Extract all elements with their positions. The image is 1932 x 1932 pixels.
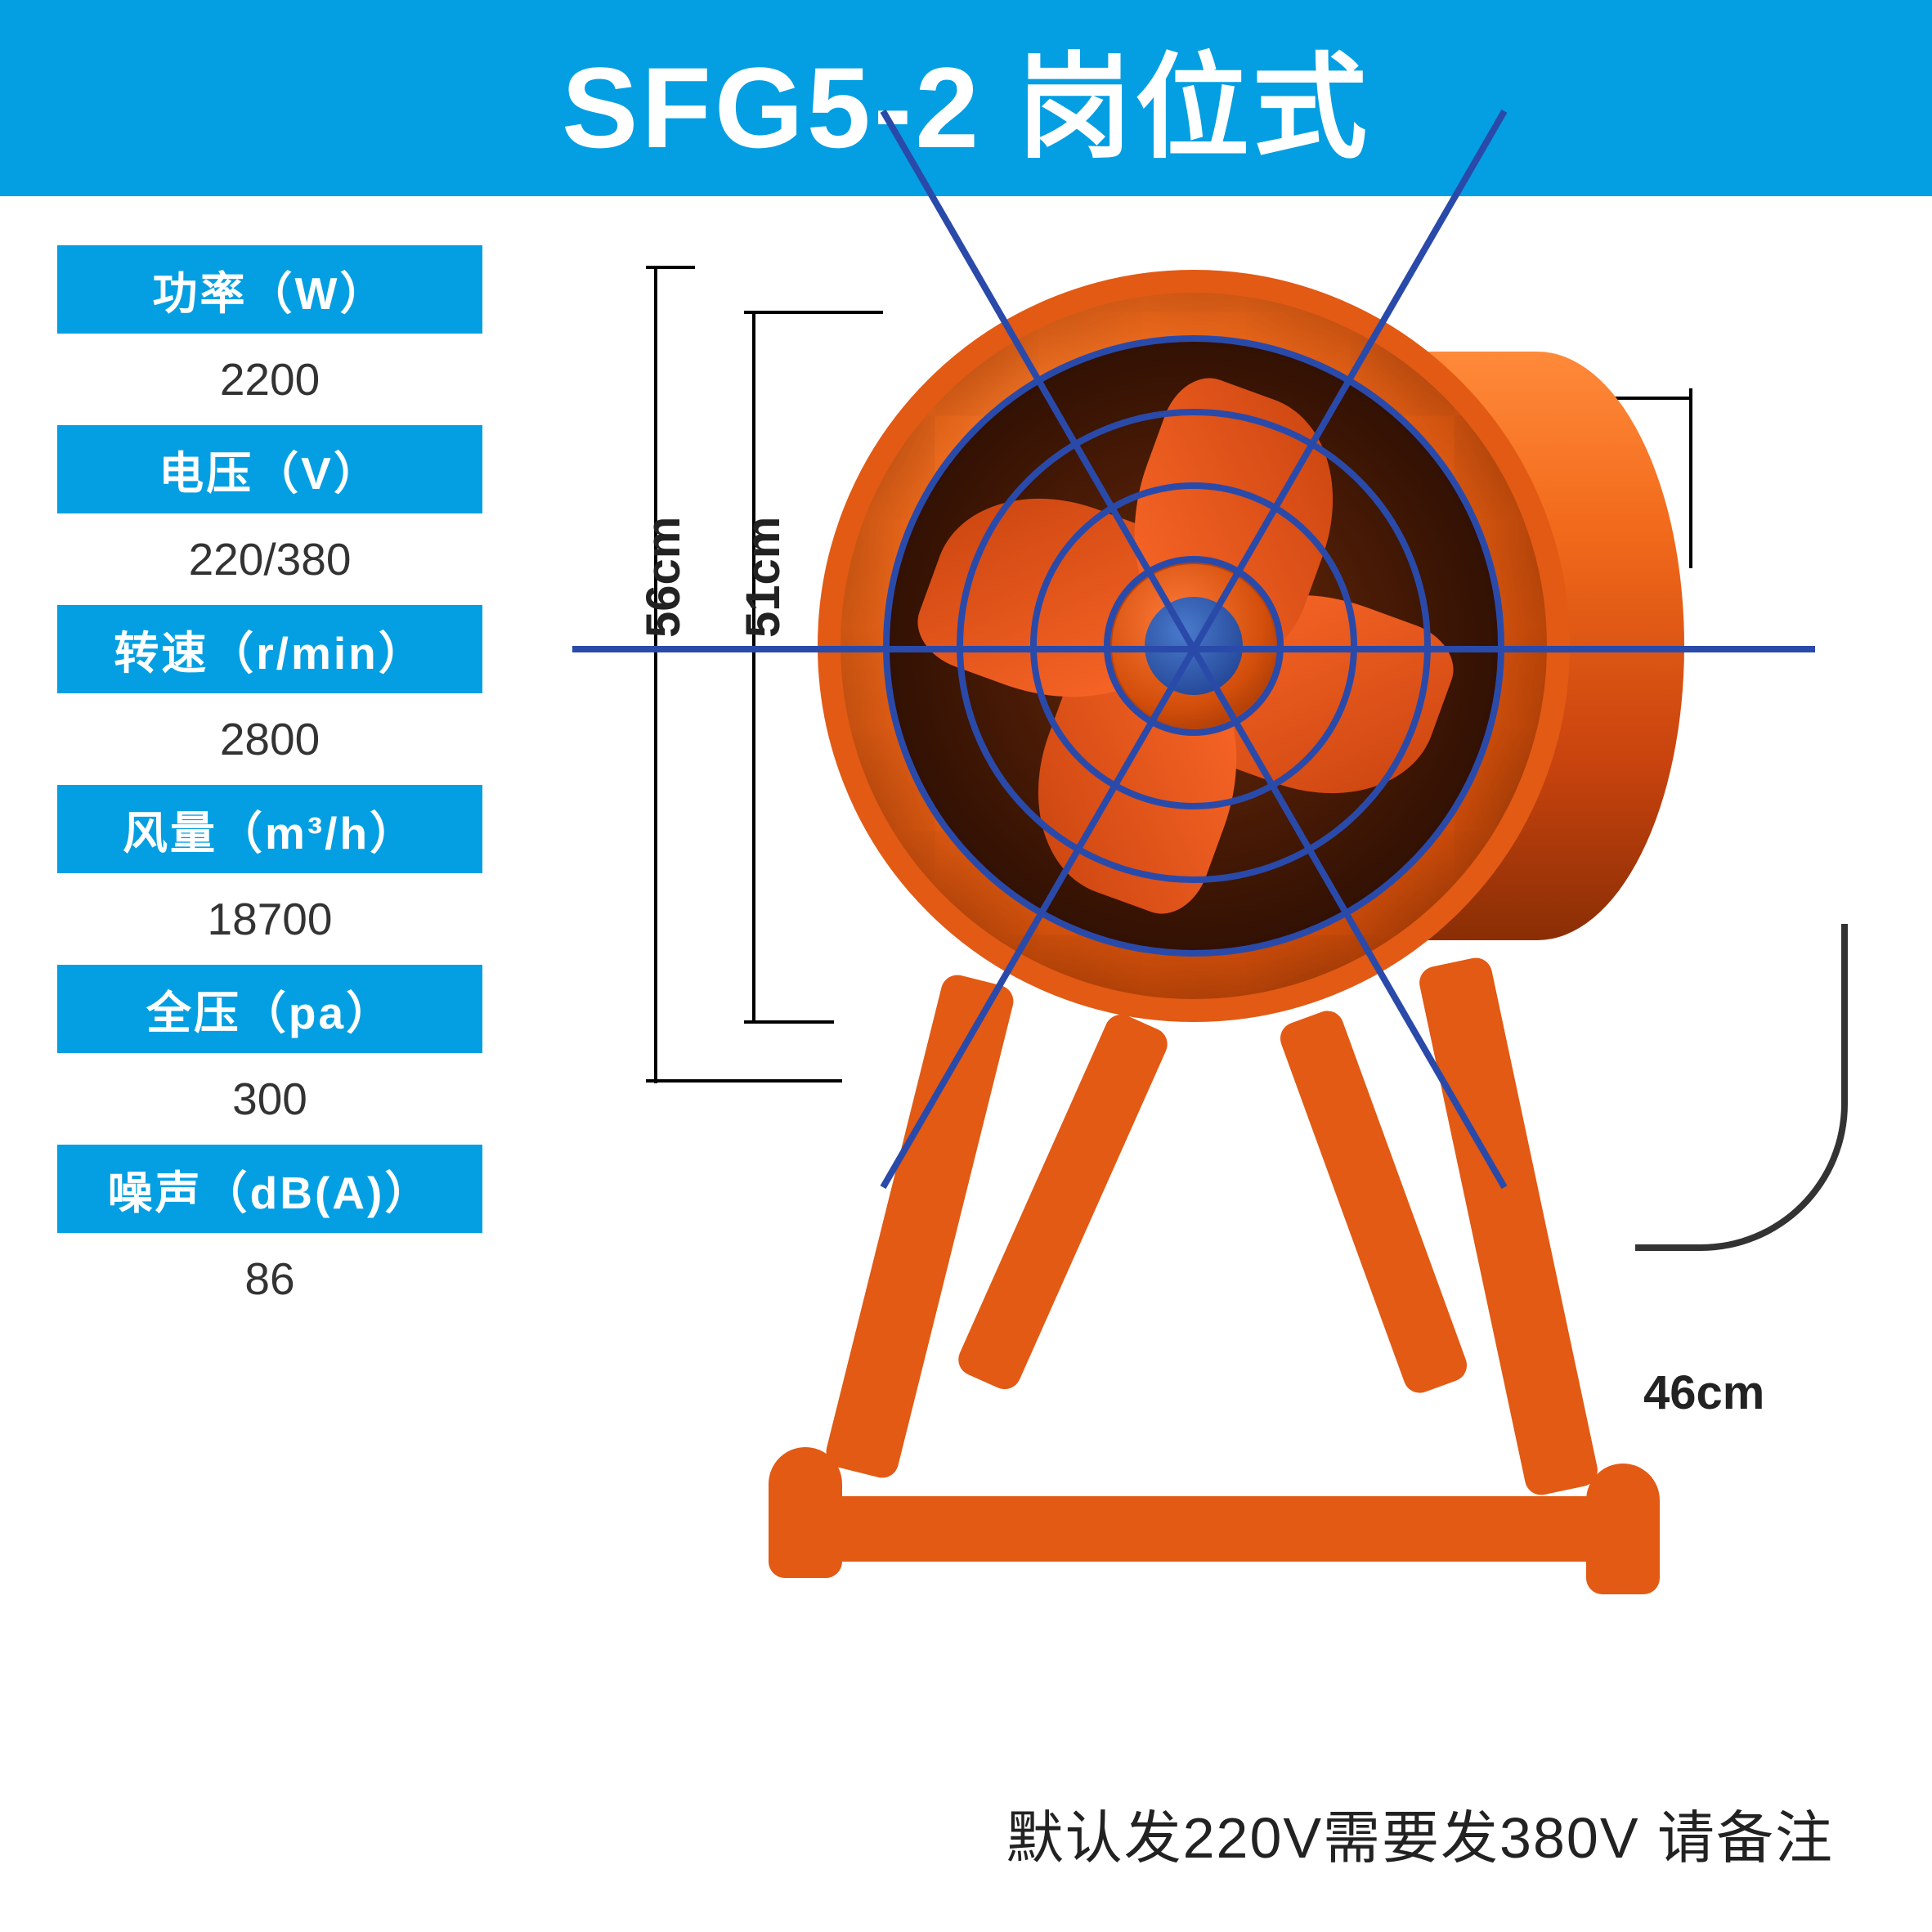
product-image-area: 56cm 51cm 34cm 46cm xyxy=(507,196,1932,1932)
product-spec-card: SFG5-2 岗位式 功率（W） 2200 电压（V） 220/380 转速（r/min… xyxy=(0,0,1932,1932)
dim-tick xyxy=(646,1079,842,1083)
stand-leg xyxy=(823,971,1016,1481)
stand-leg xyxy=(1416,955,1600,1498)
content-area: 功率（W） 2200 电压（V） 220/380 转速（r/min） 2800 风量（m³/… xyxy=(0,196,1932,1932)
dim-tick xyxy=(744,1020,834,1024)
spec-label: 全压（pa） xyxy=(57,965,482,1053)
spec-value: 2200 xyxy=(57,342,482,417)
spec-label: 电压（V） xyxy=(57,425,482,513)
spec-value: 86 xyxy=(57,1241,482,1316)
footer-note: 默认发220V需要发380V 请备注 xyxy=(1006,1792,1834,1875)
dim-line-inner-v xyxy=(752,311,755,1022)
fan-interior xyxy=(885,338,1502,954)
dim-tick xyxy=(744,311,883,314)
fan-housing xyxy=(818,270,1570,1022)
dim-base-width: 46cm xyxy=(1643,1365,1764,1420)
spec-label: 风量（m³/h） xyxy=(57,785,482,873)
spec-table: 功率（W） 2200 电压（V） 220/380 转速（r/min） 2800 风量（m³/… xyxy=(0,196,507,1932)
title-banner: SFG5-2 岗位式 xyxy=(0,0,1932,196)
spec-label: 功率（W） xyxy=(57,245,482,334)
stand-crossbar xyxy=(818,1496,1652,1562)
spec-value: 18700 xyxy=(57,881,482,957)
model-title: SFG5-2 岗位式 xyxy=(562,16,1370,181)
dim-outer-height: 56cm xyxy=(636,517,691,638)
spec-label: 转速（r/min） xyxy=(57,605,482,693)
spec-value: 2800 xyxy=(57,702,482,777)
dim-fan-diameter: 51cm xyxy=(736,517,791,638)
power-cable xyxy=(1635,924,1848,1251)
dim-line-outer-v xyxy=(654,266,657,1083)
spec-value: 300 xyxy=(57,1061,482,1136)
spec-label: 噪声（dB(A)） xyxy=(57,1145,482,1233)
grill-spoke xyxy=(572,646,1194,652)
spec-value: 220/380 xyxy=(57,522,482,597)
dim-tick xyxy=(1689,397,1692,568)
stand-foot xyxy=(1586,1464,1660,1594)
product-illustration: 56cm 51cm 34cm 46cm xyxy=(605,221,1831,1611)
dim-tick xyxy=(646,266,695,269)
grill-spoke xyxy=(1194,646,1815,652)
stand-foot xyxy=(769,1447,842,1578)
